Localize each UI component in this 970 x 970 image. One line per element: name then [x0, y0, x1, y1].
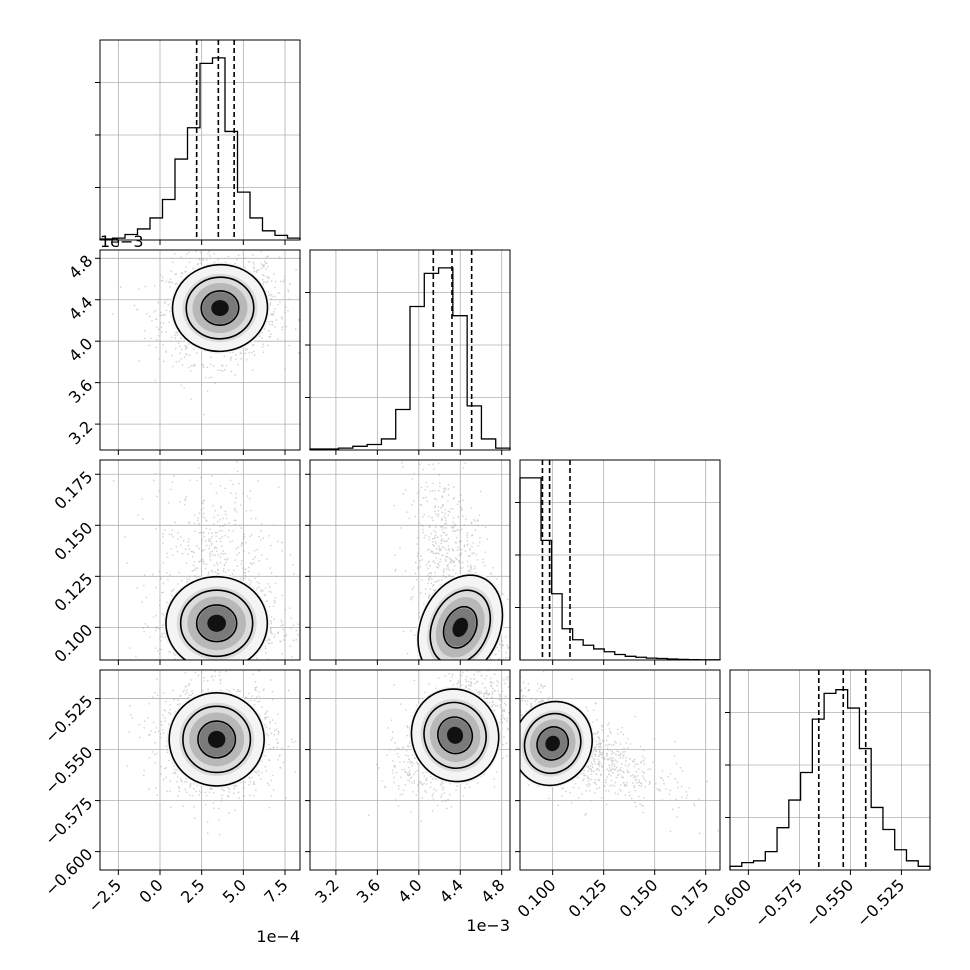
density-layer	[393, 462, 510, 660]
pair-panel-2-3: 0.100 0.125 0.150 0.175	[514, 669, 721, 921]
pair-panel-1-2	[305, 459, 511, 665]
panel-frame	[729, 669, 931, 871]
pair-panel-0-1: 3.2 3.6 4.0 4.4 4.8	[65, 249, 301, 455]
contour-line	[423, 701, 487, 769]
contour-line	[410, 688, 500, 783]
contour-line	[417, 574, 504, 660]
histogram-1	[309, 267, 511, 450]
y-tick-label: 0.175	[51, 467, 97, 513]
contour-line	[185, 276, 255, 340]
y-tick-label: 0.125	[51, 569, 97, 615]
density-grid	[520, 699, 595, 788]
contour-line	[437, 716, 474, 755]
y-tick-label: 0.150	[51, 518, 97, 564]
x-tick-label: 4.4	[436, 875, 467, 906]
histogram-0	[99, 57, 301, 240]
panel-frame	[309, 249, 511, 451]
panel-frame	[99, 39, 301, 241]
histogram-2	[519, 477, 721, 661]
contour-line	[195, 604, 238, 643]
density-grid	[170, 262, 270, 354]
x-tick-label: 5.0	[219, 875, 250, 906]
density-grid	[409, 686, 502, 784]
y-tick-label: 4.0	[65, 334, 96, 365]
density-level	[545, 735, 560, 752]
y-tick-label: 3.2	[65, 417, 96, 448]
x-tick-label: 2.5	[177, 875, 208, 906]
diag-panel-1	[305, 249, 511, 455]
contour-line	[179, 589, 254, 658]
x-tick-label: −0.575	[751, 875, 806, 930]
y-tick-label: 3.6	[65, 376, 96, 407]
contour-line	[200, 290, 240, 326]
pair-panel-0-3: −2.5 0.0 2.5 5.0 7.5 −0.600−0.575−0.550−0.525	[41, 669, 301, 916]
contour-line	[523, 712, 582, 775]
x-tick-label: 0.0	[135, 875, 166, 906]
panel-frame	[519, 669, 721, 871]
x-tick-label: 0.125	[565, 875, 611, 921]
diag-panel-2	[515, 459, 721, 665]
density-level	[207, 614, 226, 632]
y-tick-label: 0.100	[51, 620, 97, 666]
panel-frame	[99, 459, 301, 661]
x-offset-label: 1e−3	[466, 916, 510, 935]
contour-line	[520, 700, 594, 787]
x-tick-label: −0.550	[802, 875, 857, 930]
x-tick-label: 0.150	[616, 875, 662, 921]
density-level	[211, 300, 229, 317]
density-layer	[126, 670, 297, 836]
x-tick-label: −0.600	[700, 875, 755, 930]
x-tick-label: 0.100	[514, 875, 560, 921]
contour-line	[171, 263, 269, 353]
histogram-3	[729, 689, 931, 870]
density-level	[452, 617, 469, 637]
contour-line	[442, 605, 478, 649]
x-tick-label: 7.5	[260, 875, 291, 906]
contour-line	[182, 705, 252, 774]
scatter-points	[112, 461, 299, 660]
contour-line	[168, 692, 265, 787]
density-grid	[166, 690, 267, 789]
x-tick-label: −2.5	[84, 875, 125, 916]
panel-frame	[309, 459, 511, 661]
x-tick-label: 4.0	[394, 875, 425, 906]
y-tick-label: −0.525	[41, 692, 96, 747]
panel-frame	[99, 669, 301, 871]
y-tick-label: 4.4	[65, 293, 96, 324]
scatter-points	[520, 671, 719, 835]
density-layer	[368, 670, 510, 822]
y-tick-label: −0.600	[41, 845, 96, 900]
y-tick-label: 4.8	[65, 251, 96, 282]
contour-line	[165, 575, 269, 660]
density-layer	[112, 461, 299, 660]
diag-panel-0	[95, 39, 301, 245]
x-tick-label: −0.525	[853, 875, 908, 930]
contour-line	[536, 726, 570, 761]
diag-panel-3: −0.600−0.575−0.550−0.525	[700, 669, 931, 931]
density-layer	[520, 671, 719, 835]
density-level	[207, 730, 226, 748]
y-offset-label: 1e−3	[100, 232, 144, 251]
contour-line	[429, 589, 492, 660]
contour-line	[197, 720, 237, 759]
panel-frame	[309, 669, 511, 871]
panel-frame	[519, 459, 721, 661]
x-tick-label: 4.8	[477, 875, 508, 906]
density-level	[447, 726, 464, 744]
x-tick-label: 3.6	[353, 875, 384, 906]
y-tick-label: −0.575	[41, 794, 96, 849]
density-grid	[415, 572, 505, 660]
x-tick-label: 3.2	[311, 875, 342, 906]
y-tick-label: −0.550	[41, 743, 96, 798]
panel-frame	[99, 249, 301, 451]
x-offset-label: 1e−4	[256, 927, 300, 946]
density-layer	[111, 250, 300, 416]
density-grid	[163, 574, 270, 660]
